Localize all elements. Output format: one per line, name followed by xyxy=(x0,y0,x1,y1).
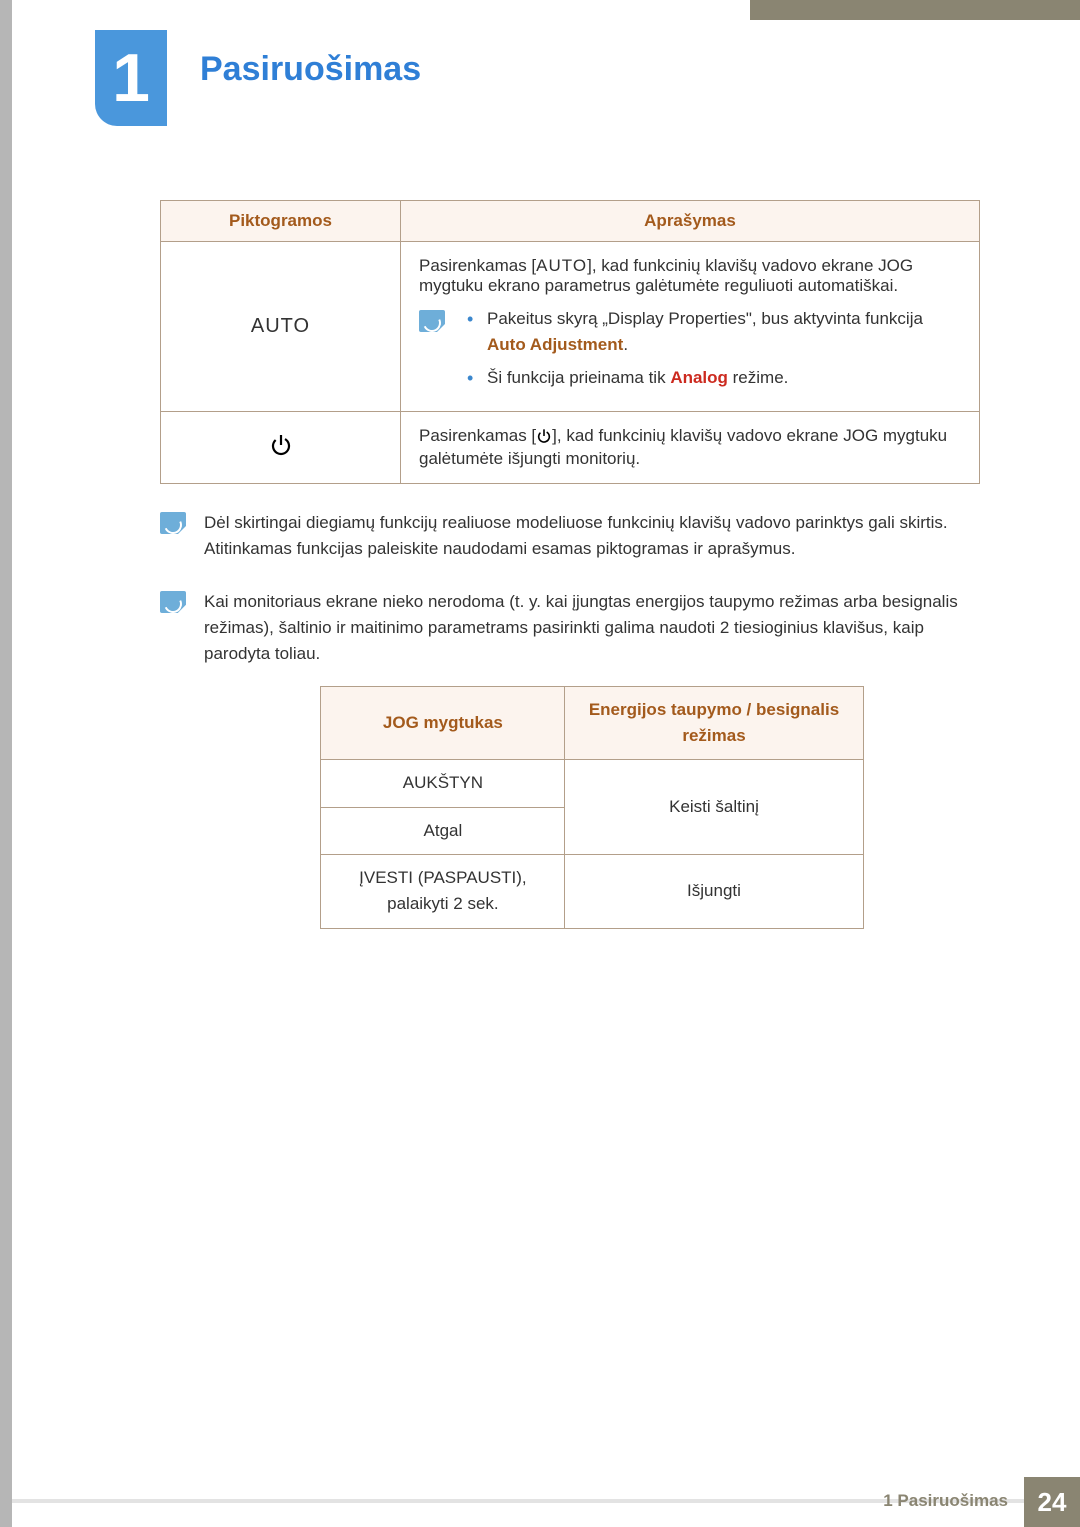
header-mode: Energijos taupymo / besignalis režimas xyxy=(565,686,863,760)
power-icon xyxy=(269,433,293,457)
inline-note: Pakeitus skyrą „Display Properties", bus… xyxy=(419,306,961,397)
cell: Keisti šaltinį xyxy=(565,760,863,855)
left-stripe xyxy=(0,0,12,1527)
cell: AUKŠTYN xyxy=(321,760,565,807)
note-list: Pakeitus skyrą „Display Properties", bus… xyxy=(463,306,961,397)
auto-inline: AUTO xyxy=(536,256,587,275)
table-row: AUTO Pasirenkamas [AUTO], kad funkcinių … xyxy=(161,242,980,412)
note-icon xyxy=(160,591,186,613)
list-item: Pakeitus skyrą „Display Properties", bus… xyxy=(463,306,961,359)
footer: 1 Pasiruošimas 24 xyxy=(0,1477,1080,1527)
jog-table: JOG mygtukas Energijos taupymo / besigna… xyxy=(320,686,863,929)
list-item: Ši funkcija prieinama tik Analog režime. xyxy=(463,365,961,391)
note-icon xyxy=(419,310,445,332)
cell: Išjungti xyxy=(565,855,863,929)
icons-table: Piktogramos Aprašymas AUTO Pasirenkamas … xyxy=(160,200,980,484)
icon-cell-power xyxy=(161,412,401,484)
cell: ĮVESTI (PASPAUSTI), palaikyti 2 sek. xyxy=(321,855,565,929)
chapter-title: Pasiruošimas xyxy=(200,50,421,89)
chapter-number: 1 xyxy=(112,39,150,117)
note-block-1: Dėl skirtingai diegiamų funkcijų realiuo… xyxy=(160,510,980,563)
icon-cell-auto: AUTO xyxy=(161,242,401,412)
desc-cell-power: Pasirenkamas [], kad funkcinių klavišų v… xyxy=(401,412,980,484)
desc-text: Pasirenkamas [AUTO], kad funkcinių klavi… xyxy=(419,256,961,296)
table-header-row: JOG mygtukas Energijos taupymo / besigna… xyxy=(321,686,863,760)
table-header-row: Piktogramos Aprašymas xyxy=(161,201,980,242)
content-area: Piktogramos Aprašymas AUTO Pasirenkamas … xyxy=(160,200,980,929)
top-bar xyxy=(750,0,1080,20)
note-text: Dėl skirtingai diegiamų funkcijų realiuo… xyxy=(204,510,980,563)
chapter-tab: 1 xyxy=(95,30,167,126)
power-icon-inline xyxy=(536,428,552,449)
header-icons: Piktogramos xyxy=(161,201,401,242)
table-row: ĮVESTI (PASPAUSTI), palaikyti 2 sek. Išj… xyxy=(321,855,863,929)
note-icon xyxy=(160,512,186,534)
auto-adjustment-label: Auto Adjustment xyxy=(487,335,623,354)
page-number: 24 xyxy=(1024,1477,1080,1527)
note-text: Kai monitoriaus ekrane nieko nerodoma (t… xyxy=(204,589,980,668)
footer-text: 1 Pasiruošimas xyxy=(883,1491,1008,1511)
desc-cell-auto: Pasirenkamas [AUTO], kad funkcinių klavi… xyxy=(401,242,980,412)
auto-icon: AUTO xyxy=(251,315,310,337)
note-block-2: Kai monitoriaus ekrane nieko nerodoma (t… xyxy=(160,589,980,929)
note-body: Kai monitoriaus ekrane nieko nerodoma (t… xyxy=(204,589,980,929)
table-row: AUKŠTYN Keisti šaltinį xyxy=(321,760,863,807)
analog-label: Analog xyxy=(670,368,728,387)
table-row: Pasirenkamas [], kad funkcinių klavišų v… xyxy=(161,412,980,484)
cell: Atgal xyxy=(321,807,565,854)
header-description: Aprašymas xyxy=(401,201,980,242)
header-jog: JOG mygtukas xyxy=(321,686,565,760)
